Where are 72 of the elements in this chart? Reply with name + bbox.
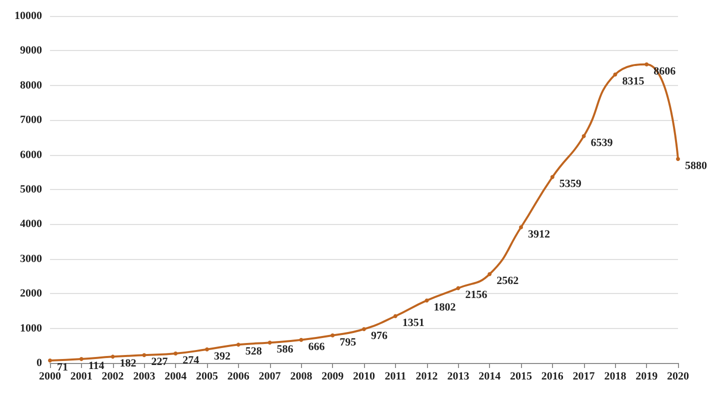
y-tick-label: 5000 — [20, 184, 42, 196]
point — [205, 347, 209, 352]
x-tick-label: 2012 — [416, 370, 438, 382]
x-tick-label: 2009 — [322, 370, 344, 382]
x-tick-label: 2011 — [384, 370, 406, 382]
y-tick-label: 1000 — [20, 322, 42, 334]
data-label: 976 — [371, 330, 388, 342]
point — [519, 225, 523, 230]
data-label: 666 — [308, 340, 326, 353]
data-label: 586 — [276, 344, 294, 356]
point — [393, 314, 398, 318]
point — [582, 134, 586, 138]
data-label: 3912 — [528, 228, 550, 240]
y-tick-label: 7000 — [20, 114, 42, 126]
x-tick-label: 2001 — [70, 370, 92, 382]
point — [142, 353, 146, 358]
point — [79, 357, 84, 362]
x-tick-label: 2010 — [353, 370, 376, 382]
y-tick-label: 10000 — [14, 10, 42, 22]
data-label: 392 — [214, 350, 231, 362]
point — [456, 286, 460, 290]
point — [110, 354, 115, 359]
point — [644, 62, 649, 66]
x-tick-label: 2017 — [572, 370, 596, 382]
point — [550, 175, 554, 180]
point — [174, 351, 178, 356]
x-tick-label: 2004 — [164, 370, 188, 382]
y-tick-label: 6000 — [20, 148, 42, 161]
point — [299, 338, 304, 342]
data-label: 114 — [88, 360, 105, 372]
y-tick-label: 4000 — [20, 218, 42, 230]
data-label: 1802 — [434, 301, 456, 314]
point — [424, 298, 429, 302]
data-label: 2156 — [465, 289, 488, 302]
x-tick-label: 2002 — [102, 370, 124, 382]
x-tick-label: 2008 — [290, 370, 313, 382]
point — [330, 333, 335, 338]
x-tick-label: 2018 — [604, 370, 627, 382]
x-tick-label: 2005 — [196, 370, 218, 382]
point — [613, 72, 618, 76]
y-tick-label: 8000 — [20, 79, 42, 92]
x-tick-label: 2003 — [133, 370, 156, 382]
y-tick-label: 3000 — [20, 252, 42, 265]
x-tick-label: 2014 — [478, 370, 502, 382]
x-tick-label: 2006 — [227, 370, 250, 382]
y-tick-label: 9000 — [20, 44, 42, 57]
data-label: 5880 — [685, 160, 708, 172]
x-tick-label: 2000 — [39, 370, 62, 382]
point — [676, 156, 680, 161]
data-label: 6539 — [590, 137, 614, 150]
x-tick-label: 2015 — [510, 370, 532, 382]
data-label: 5359 — [559, 178, 582, 190]
data-label: 2562 — [496, 275, 520, 288]
data-label: 274 — [182, 354, 200, 366]
x-tick-label: 2016 — [541, 370, 564, 382]
point — [362, 327, 366, 332]
data-label: 8315 — [622, 75, 645, 88]
x-tick-label: 2007 — [258, 370, 282, 382]
data-label: 1351 — [402, 317, 424, 330]
x-tick-label: 2020 — [667, 370, 690, 382]
point — [268, 340, 272, 345]
y-tick-label: 0 — [36, 357, 42, 369]
data-label: 795 — [340, 336, 357, 348]
data-label: 182 — [120, 358, 137, 370]
point — [48, 358, 52, 363]
data-label: 227 — [151, 356, 168, 368]
x-tick-label: 2013 — [447, 370, 470, 382]
data-label: 528 — [245, 346, 262, 358]
y-tick-label: 2000 — [20, 288, 42, 300]
x-tick-label: 2019 — [636, 370, 658, 382]
point — [236, 342, 240, 347]
point — [488, 272, 492, 276]
